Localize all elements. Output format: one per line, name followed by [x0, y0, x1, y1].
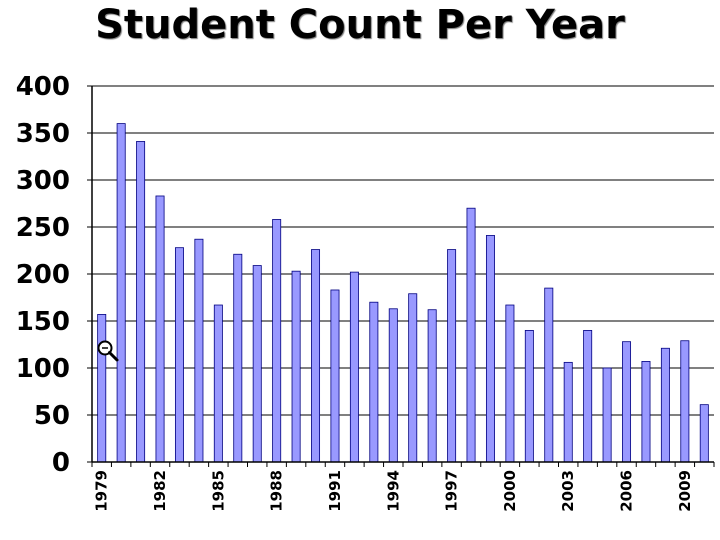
- x-tick-label: 1985: [209, 470, 227, 512]
- x-tick-labels: 1979 1982 1985 1988 1991 1994 1997 2000 2003 2006…: [91, 462, 715, 512]
- y-tick-label: 300: [16, 166, 70, 196]
- x-tick-label: 1994: [384, 470, 402, 512]
- bar-2006: [622, 341, 632, 463]
- bar-1996: [427, 309, 437, 463]
- x-tick-label: 1997: [443, 470, 461, 512]
- bar-1983: [174, 247, 184, 463]
- bar-2007: [641, 361, 651, 463]
- bar-1987: [252, 265, 262, 463]
- gridlines: [92, 85, 714, 416]
- bar-1999: [485, 235, 495, 463]
- x-tick-label: 1982: [151, 470, 169, 512]
- bar-2008: [660, 347, 670, 463]
- bars: [97, 123, 709, 463]
- bar-1982: [155, 195, 165, 463]
- bar-2000: [505, 304, 515, 463]
- y-tick-label: 400: [16, 72, 70, 102]
- bar-2004: [583, 329, 593, 463]
- bar-2003: [563, 361, 573, 463]
- y-tick-label: 350: [16, 119, 70, 149]
- bar-2002: [544, 287, 554, 463]
- x-tick-label: 1979: [93, 470, 111, 512]
- y-tick-label: 100: [16, 354, 70, 384]
- x-tick-label: 1991: [326, 470, 344, 512]
- x-tick-label: 2000: [501, 470, 519, 512]
- bar-1994: [388, 308, 398, 463]
- y-tick-label: 150: [16, 307, 70, 337]
- y-tick-label: 0: [52, 448, 70, 478]
- bar-1995: [408, 293, 418, 463]
- bar-1985: [213, 304, 223, 463]
- bar-1988: [272, 219, 282, 463]
- bar-1998: [466, 207, 476, 463]
- bar-1989: [291, 270, 301, 463]
- y-tick-labels: 0 50 100 150 200 250 300 350 400: [16, 72, 92, 478]
- bar-1991: [330, 289, 340, 463]
- magnifier-icon: [97, 340, 119, 362]
- x-tick-label: 1988: [268, 470, 286, 512]
- bar-2009: [680, 340, 690, 463]
- bar-1990: [311, 249, 321, 463]
- chart-title: Student Count Per Year: [95, 2, 625, 48]
- bar-2001: [524, 329, 534, 463]
- x-tick-label: 2006: [618, 470, 636, 512]
- x-tick-label: 2003: [559, 470, 577, 512]
- y-tick-label: 50: [34, 401, 70, 431]
- x-tick-label: 2009: [676, 470, 694, 512]
- bar-1986: [233, 253, 243, 463]
- bar-2010: [699, 404, 709, 463]
- bar-1981: [136, 141, 146, 463]
- bar-1997: [447, 249, 457, 463]
- bar-1992: [349, 271, 359, 463]
- bar-1993: [369, 301, 379, 463]
- bar-2005: [602, 367, 612, 463]
- y-tick-label: 200: [16, 260, 70, 290]
- bar-1984: [194, 238, 204, 463]
- y-tick-label: 250: [16, 213, 70, 243]
- bar-1979: [97, 314, 107, 463]
- bar-1980: [116, 123, 126, 463]
